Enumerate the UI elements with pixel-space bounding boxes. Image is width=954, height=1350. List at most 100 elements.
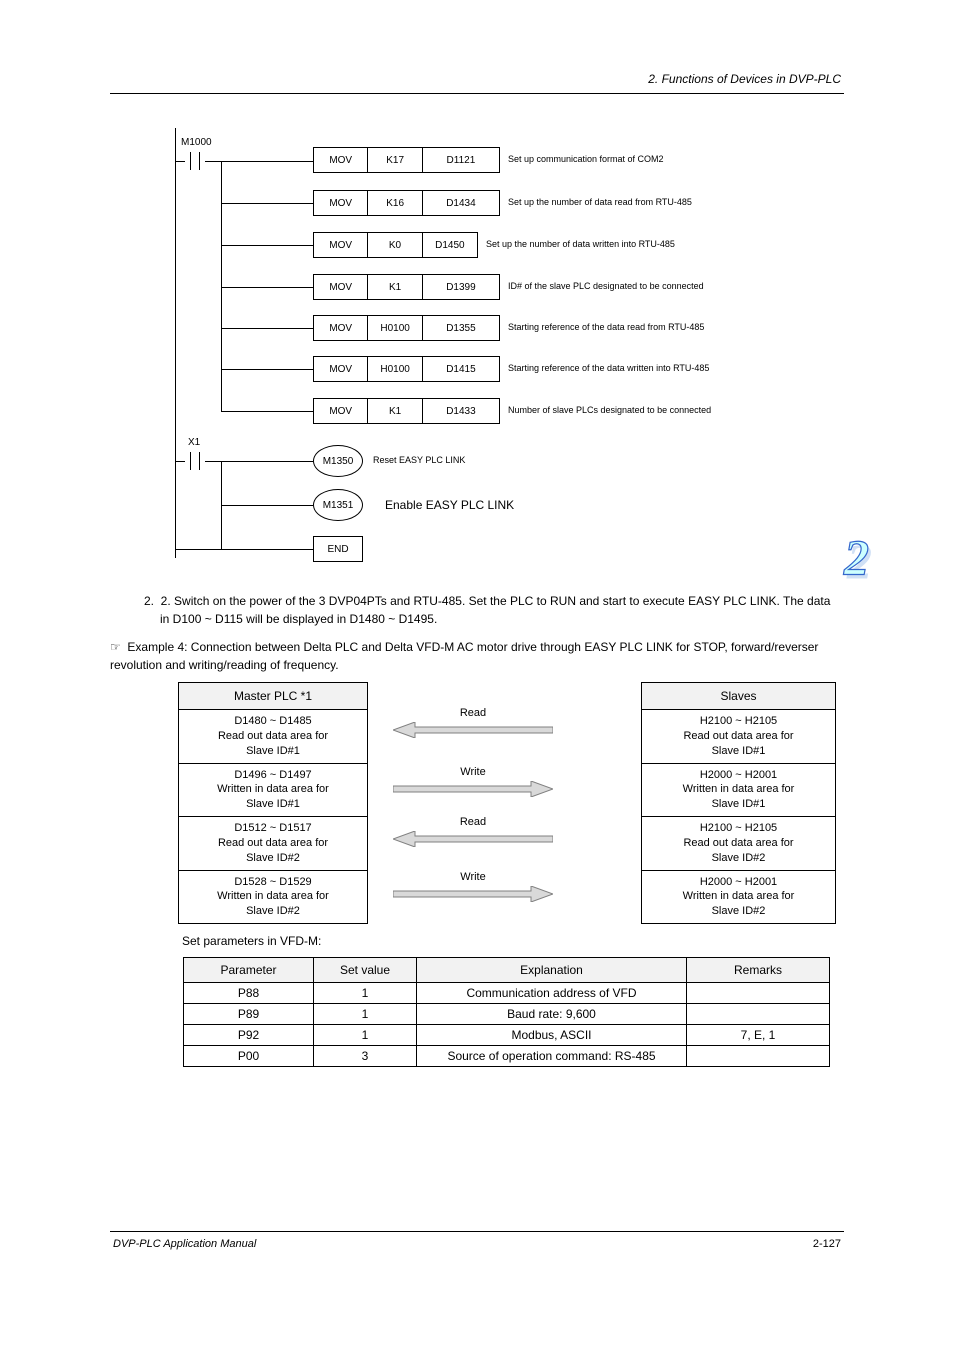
arrow-write-1 bbox=[393, 781, 553, 797]
param-cell: P92 bbox=[184, 1025, 314, 1046]
param-cell: Modbus, ASCII bbox=[417, 1025, 687, 1046]
slave-row-3: H2000 ~ H2001Written in data area forSla… bbox=[642, 870, 836, 924]
wire bbox=[221, 245, 313, 246]
param-table: Parameter Set value Explanation Remarks … bbox=[183, 957, 830, 1067]
footer-rule bbox=[110, 1231, 844, 1232]
arrow-label-3: Write bbox=[388, 871, 558, 883]
param-col-1: Set value bbox=[314, 958, 417, 983]
param-cell: P88 bbox=[184, 983, 314, 1004]
cell: D1355 bbox=[423, 316, 499, 340]
wire bbox=[221, 369, 313, 370]
param-col-2: Explanation bbox=[417, 958, 687, 983]
param-cell bbox=[687, 983, 830, 1004]
slave-row-2: H2100 ~ H2105Read out data area forSlave… bbox=[642, 817, 836, 871]
cell: D1415 bbox=[423, 357, 499, 381]
param-cell: 1 bbox=[314, 1025, 417, 1046]
header-rule bbox=[110, 93, 844, 94]
cell: K1 bbox=[368, 275, 422, 299]
contact-m1000-label: M1000 bbox=[181, 137, 212, 148]
master-row-2: D1512 ~ D1517Read out data area forSlave… bbox=[179, 817, 368, 871]
coil-m1351: M1351 bbox=[313, 489, 363, 521]
slave-header: Slaves bbox=[642, 683, 836, 710]
slave-table: Slaves H2100 ~ H2105Read out data area f… bbox=[641, 682, 836, 924]
param-cell: 3 bbox=[314, 1046, 417, 1067]
cell: K1 bbox=[368, 399, 422, 423]
transfer-diagram: Master PLC *1 D1480 ~ D1485Read out data… bbox=[178, 682, 835, 902]
param-cell: Baud rate: 9,600 bbox=[417, 1004, 687, 1025]
master-row-1: D1496 ~ D1497Written in data area forSla… bbox=[179, 763, 368, 817]
cell: K17 bbox=[368, 148, 422, 172]
wire bbox=[221, 411, 313, 412]
arrow-write-2 bbox=[393, 886, 553, 902]
inst-6-note: Number of slave PLCs designated to be co… bbox=[508, 405, 711, 415]
wire bbox=[175, 549, 313, 550]
cell: K0 bbox=[368, 233, 422, 257]
param-cell: P89 bbox=[184, 1004, 314, 1025]
cell: MOV bbox=[314, 233, 368, 257]
wire bbox=[221, 161, 222, 411]
inst-1-note: Set up the number of data read from RTU-… bbox=[508, 197, 692, 207]
inst-row-1: MOV K16 D1434 bbox=[313, 190, 500, 216]
cell: MOV bbox=[314, 357, 368, 381]
arrow-label-2: Read bbox=[388, 816, 558, 828]
chapter-marker-2-icon: 2 2 bbox=[842, 530, 888, 593]
inst-0-note: Set up communication format of COM2 bbox=[508, 154, 664, 164]
wire bbox=[221, 505, 313, 506]
inst-5-note: Starting reference of the data written i… bbox=[508, 363, 709, 373]
cell: D1433 bbox=[423, 399, 499, 423]
arrow-label-1: Write bbox=[388, 766, 558, 778]
cell: MOV bbox=[314, 399, 368, 423]
master-header: Master PLC *1 bbox=[179, 683, 368, 710]
arrow-read-1 bbox=[393, 722, 553, 738]
inst-row-0: MOV K17 D1121 bbox=[313, 147, 500, 173]
contact-m1000 bbox=[185, 152, 205, 170]
wire bbox=[221, 203, 313, 204]
slave-row-1: H2000 ~ H2001Written in data area forSla… bbox=[642, 763, 836, 817]
svg-text:2: 2 bbox=[843, 530, 869, 585]
inst-4-note: Starting reference of the data read from… bbox=[508, 322, 704, 332]
footer-page: 2-127 bbox=[813, 1238, 841, 1250]
arrow-label-0: Read bbox=[388, 707, 558, 719]
enable-label: Enable EASY PLC LINK bbox=[385, 498, 514, 512]
coil-m1350: M1350 bbox=[313, 445, 363, 477]
master-row-0: D1480 ~ D1485Read out data area forSlave… bbox=[179, 710, 368, 764]
param-cell bbox=[687, 1046, 830, 1067]
ladder-rail bbox=[175, 128, 176, 558]
cell: H0100 bbox=[368, 357, 422, 381]
end-box: END bbox=[313, 536, 363, 562]
inst-row-5: MOV H0100 D1415 bbox=[313, 356, 500, 382]
param-cell bbox=[687, 1004, 830, 1025]
param-col-3: Remarks bbox=[687, 958, 830, 983]
cell: MOV bbox=[314, 275, 368, 299]
inst-2-note: Set up the number of data written into R… bbox=[486, 239, 675, 249]
cell: MOV bbox=[314, 191, 368, 215]
inst-row-3: MOV K1 D1399 bbox=[313, 274, 500, 300]
cell: D1434 bbox=[423, 191, 499, 215]
contact-x1-label: X1 bbox=[188, 437, 200, 448]
cell: MOV bbox=[314, 148, 368, 172]
cell: K16 bbox=[368, 191, 422, 215]
inst-row-2: MOV K0 D1450 bbox=[313, 232, 478, 258]
cell: H0100 bbox=[368, 316, 422, 340]
param-cell: 7, E, 1 bbox=[687, 1025, 830, 1046]
footer-left: DVP-PLC Application Manual bbox=[113, 1238, 256, 1250]
cell: D1399 bbox=[423, 275, 499, 299]
inst-row-4: MOV H0100 D1355 bbox=[313, 315, 500, 341]
inst-3-note: ID# of the slave PLC designated to be co… bbox=[508, 281, 704, 291]
param-cell: 1 bbox=[314, 1004, 417, 1025]
master-table: Master PLC *1 D1480 ~ D1485Read out data… bbox=[178, 682, 368, 924]
wire bbox=[221, 287, 313, 288]
master-row-3: D1528 ~ D1529Written in data area forSla… bbox=[179, 870, 368, 924]
wire bbox=[221, 328, 313, 329]
contact-x1 bbox=[185, 452, 205, 470]
cell: D1121 bbox=[423, 148, 499, 172]
coil-1-note: Reset EASY PLC LINK bbox=[373, 455, 465, 465]
cell: MOV bbox=[314, 316, 368, 340]
ladder-diagram: M1000 MOV K17 D1121 Set up communication… bbox=[175, 128, 695, 583]
cell: D1450 bbox=[423, 233, 477, 257]
params-intro: Set parameters in VFD-M: bbox=[182, 932, 321, 950]
param-cell: P00 bbox=[184, 1046, 314, 1067]
body-para-1: 2. 2. Switch on the power of the 3 DVP04… bbox=[144, 592, 840, 674]
header-title: 2. Functions of Devices in DVP-PLC bbox=[648, 72, 841, 86]
param-col-0: Parameter bbox=[184, 958, 314, 983]
